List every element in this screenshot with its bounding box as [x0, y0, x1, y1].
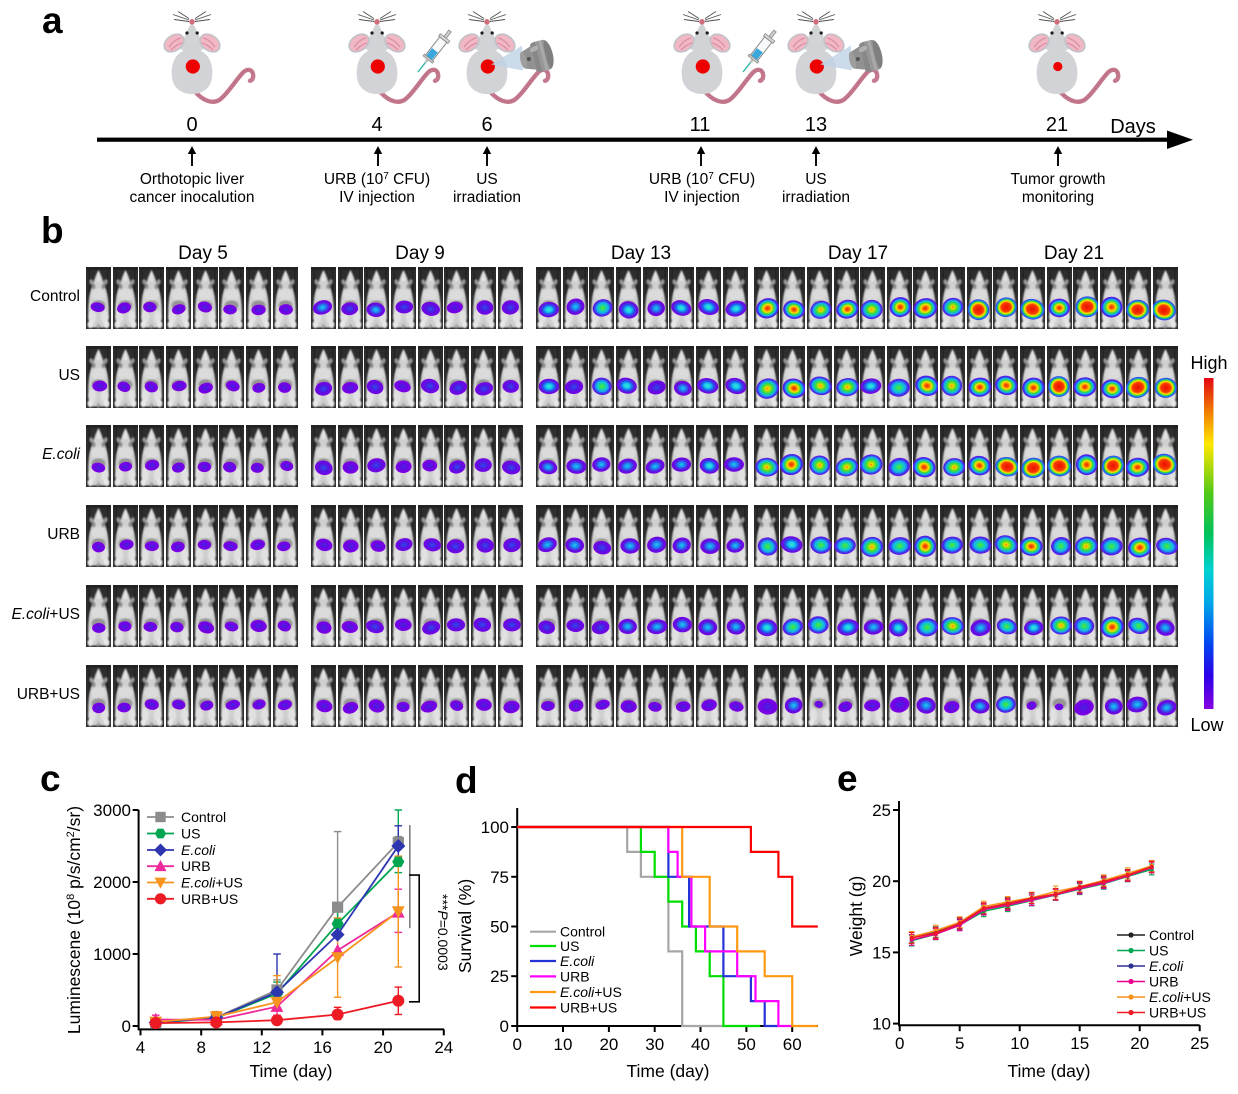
svg-text:10: 10 [1010, 1034, 1029, 1053]
svg-text:Survival (%): Survival (%) [455, 879, 475, 973]
svg-text:URB (107 CFU): URB (107 CFU) [649, 171, 755, 188]
svg-text:0: 0 [186, 114, 197, 136]
svg-text:11: 11 [690, 114, 711, 136]
svg-text:IV injection: IV injection [664, 189, 740, 206]
svg-text:IV injection: IV injection [339, 189, 415, 206]
svg-text:16: 16 [313, 1038, 332, 1057]
svg-text:URB: URB [560, 968, 590, 984]
svg-text:Time (day): Time (day) [627, 1061, 710, 1081]
svg-text:Low: Low [1190, 715, 1224, 735]
svg-text:URB+US: URB+US [1149, 1005, 1206, 1021]
svg-text:High: High [1190, 353, 1227, 373]
svg-text:E.coli+US: E.coli+US [560, 984, 622, 1000]
svg-text:20: 20 [872, 872, 891, 891]
svg-text:0: 0 [500, 1017, 509, 1036]
svg-text:Control: Control [181, 809, 226, 825]
svg-text:E.coli: E.coli [181, 842, 216, 858]
svg-text:Control: Control [1149, 927, 1194, 943]
svg-text:US: US [1149, 943, 1168, 959]
svg-text:30: 30 [645, 1035, 664, 1054]
svg-text:URB (107 CFU): URB (107 CFU) [324, 171, 430, 188]
svg-text:US: US [805, 171, 827, 188]
svg-text:Days: Days [1110, 116, 1156, 138]
svg-text:40: 40 [691, 1035, 710, 1054]
svg-text:irradiation: irradiation [782, 189, 850, 206]
svg-text:1000: 1000 [93, 945, 131, 964]
svg-text:***P=0.0003: ***P=0.0003 [435, 894, 451, 971]
svg-text:URB+US: URB+US [181, 891, 238, 907]
svg-text:10: 10 [554, 1035, 573, 1054]
svg-text:10: 10 [872, 1015, 891, 1034]
svg-text:15: 15 [1070, 1034, 1089, 1053]
svg-text:URB: URB [1149, 974, 1179, 990]
svg-text:50: 50 [737, 1035, 756, 1054]
svg-text:13: 13 [805, 114, 827, 136]
svg-text:Control: Control [560, 924, 605, 940]
svg-text:Luminescene (108 p/s/cm2/sr): Luminescene (108 p/s/cm2/sr) [64, 806, 84, 1034]
svg-text:Weight (g): Weight (g) [846, 876, 866, 956]
svg-text:0: 0 [895, 1034, 904, 1053]
svg-text:50: 50 [490, 918, 509, 937]
svg-text:25: 25 [872, 801, 891, 820]
svg-text:100: 100 [481, 818, 509, 837]
svg-text:monitoring: monitoring [1022, 189, 1094, 206]
svg-text:US: US [181, 826, 200, 842]
svg-text:4: 4 [136, 1038, 145, 1057]
svg-text:25: 25 [490, 967, 509, 986]
svg-text:20: 20 [374, 1038, 393, 1057]
svg-text:20: 20 [599, 1035, 618, 1054]
svg-text:2000: 2000 [93, 873, 131, 892]
svg-text:21: 21 [1046, 114, 1068, 136]
svg-text:irradiation: irradiation [453, 189, 521, 206]
svg-text:US: US [560, 938, 579, 954]
svg-text:E.coli+US: E.coli+US [1149, 989, 1211, 1005]
svg-text:75: 75 [490, 868, 509, 887]
svg-text:4: 4 [371, 114, 382, 136]
svg-text:5: 5 [955, 1034, 964, 1053]
svg-text:cancer inocalution: cancer inocalution [130, 189, 255, 206]
svg-text:URB+US: URB+US [560, 1000, 617, 1016]
svg-text:25: 25 [1190, 1034, 1209, 1053]
svg-text:24: 24 [434, 1038, 453, 1057]
svg-text:15: 15 [872, 943, 891, 962]
svg-text:12: 12 [252, 1038, 271, 1057]
svg-text:E.coli: E.coli [1149, 958, 1184, 974]
svg-text:US: US [476, 171, 498, 188]
svg-text:E.coli: E.coli [560, 953, 595, 969]
svg-text:E.coli+US: E.coli+US [181, 875, 243, 891]
svg-text:Orthotopic liver: Orthotopic liver [140, 171, 244, 188]
svg-text:Time (day): Time (day) [1008, 1061, 1091, 1081]
svg-text:Time (day): Time (day) [250, 1061, 333, 1081]
svg-text:6: 6 [481, 114, 492, 136]
svg-text:8: 8 [196, 1038, 205, 1057]
svg-text:20: 20 [1130, 1034, 1149, 1053]
svg-text:0: 0 [512, 1035, 521, 1054]
svg-text:0: 0 [122, 1017, 131, 1036]
svg-text:3000: 3000 [93, 801, 131, 820]
svg-text:URB: URB [181, 858, 211, 874]
svg-text:Tumor growth: Tumor growth [1010, 171, 1105, 188]
svg-text:60: 60 [783, 1035, 802, 1054]
